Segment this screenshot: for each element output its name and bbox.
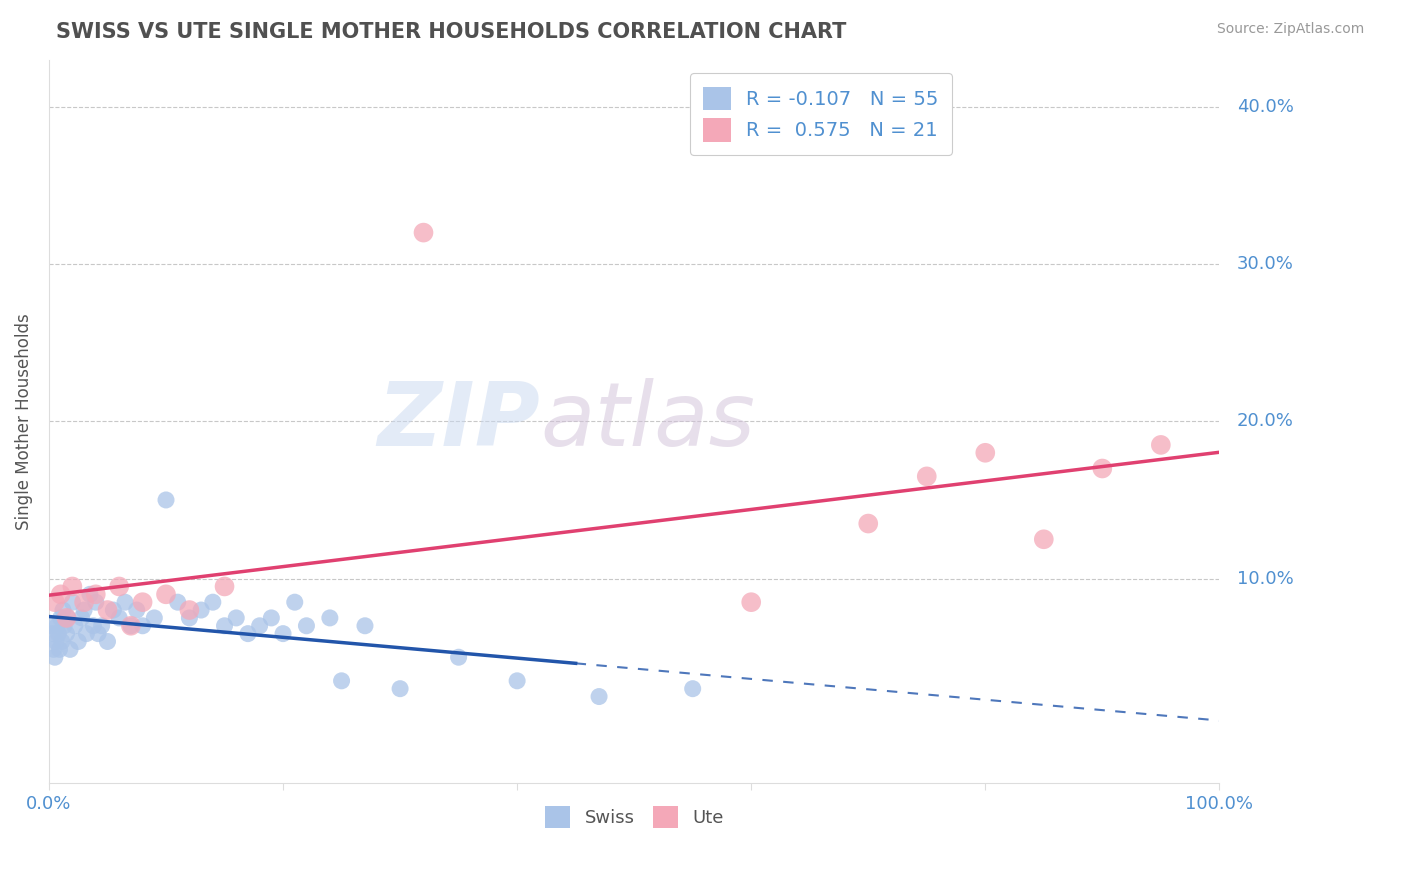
Point: [295, 619, 318, 633]
Text: 20.0%: 20.0%: [1237, 412, 1294, 430]
Point: [858, 516, 880, 531]
Point: [214, 579, 236, 593]
Point: [389, 681, 412, 696]
Point: [1032, 533, 1054, 547]
Point: [103, 603, 125, 617]
Point: [179, 603, 201, 617]
Point: [46, 626, 69, 640]
Point: [236, 626, 259, 640]
Point: [179, 611, 201, 625]
Point: [260, 611, 283, 625]
Point: [330, 673, 353, 688]
Point: [79, 587, 101, 601]
Point: [52, 603, 75, 617]
Point: [190, 603, 212, 617]
Point: [67, 634, 90, 648]
Point: [131, 619, 153, 633]
Point: [588, 690, 610, 704]
Y-axis label: Single Mother Households: Single Mother Households: [15, 313, 32, 530]
Point: [55, 626, 77, 640]
Text: SWISS VS UTE SINGLE MOTHER HOUSEHOLDS CORRELATION CHART: SWISS VS UTE SINGLE MOTHER HOUSEHOLDS CO…: [56, 22, 846, 42]
Point: [96, 634, 118, 648]
Point: [53, 619, 76, 633]
Point: [75, 626, 97, 640]
Point: [56, 611, 79, 625]
Point: [1150, 438, 1173, 452]
Text: atlas: atlas: [540, 378, 755, 465]
Point: [90, 619, 112, 633]
Point: [915, 469, 938, 483]
Point: [108, 579, 131, 593]
Text: 40.0%: 40.0%: [1237, 98, 1294, 116]
Point: [60, 595, 83, 609]
Point: [131, 595, 153, 609]
Point: [39, 619, 62, 633]
Point: [120, 619, 142, 633]
Point: [108, 611, 131, 625]
Point: [155, 587, 177, 601]
Point: [319, 611, 342, 625]
Point: [87, 626, 110, 640]
Point: [1091, 461, 1114, 475]
Point: [249, 619, 271, 633]
Point: [125, 603, 148, 617]
Point: [44, 650, 66, 665]
Point: [73, 603, 96, 617]
Point: [49, 587, 72, 601]
Point: [73, 595, 96, 609]
Point: [96, 603, 118, 617]
Point: [48, 642, 70, 657]
Point: [201, 595, 224, 609]
Point: [412, 226, 434, 240]
Point: [284, 595, 307, 609]
Point: [49, 611, 72, 625]
Text: Source: ZipAtlas.com: Source: ZipAtlas.com: [1216, 22, 1364, 37]
Point: [214, 619, 236, 633]
Point: [166, 595, 188, 609]
Point: [225, 611, 247, 625]
Point: [447, 650, 470, 665]
Point: [84, 587, 107, 601]
Point: [51, 634, 73, 648]
Point: [41, 626, 63, 640]
Point: [84, 595, 107, 609]
Point: [271, 626, 294, 640]
Point: [354, 619, 377, 633]
Point: [46, 619, 69, 633]
Point: [120, 619, 142, 633]
Point: [974, 446, 997, 460]
Point: [114, 595, 136, 609]
Text: 30.0%: 30.0%: [1237, 255, 1294, 273]
Legend: Swiss, Ute: Swiss, Ute: [537, 799, 731, 836]
Point: [155, 492, 177, 507]
Point: [60, 579, 83, 593]
Point: [44, 595, 66, 609]
Point: [59, 642, 82, 657]
Point: [506, 673, 529, 688]
Point: [70, 611, 93, 625]
Point: [82, 619, 104, 633]
Text: ZIP: ZIP: [378, 378, 540, 465]
Text: 10.0%: 10.0%: [1237, 570, 1294, 588]
Point: [45, 634, 67, 648]
Point: [42, 642, 65, 657]
Point: [143, 611, 166, 625]
Point: [55, 611, 77, 625]
Point: [682, 681, 704, 696]
Point: [740, 595, 762, 609]
Point: [63, 619, 86, 633]
